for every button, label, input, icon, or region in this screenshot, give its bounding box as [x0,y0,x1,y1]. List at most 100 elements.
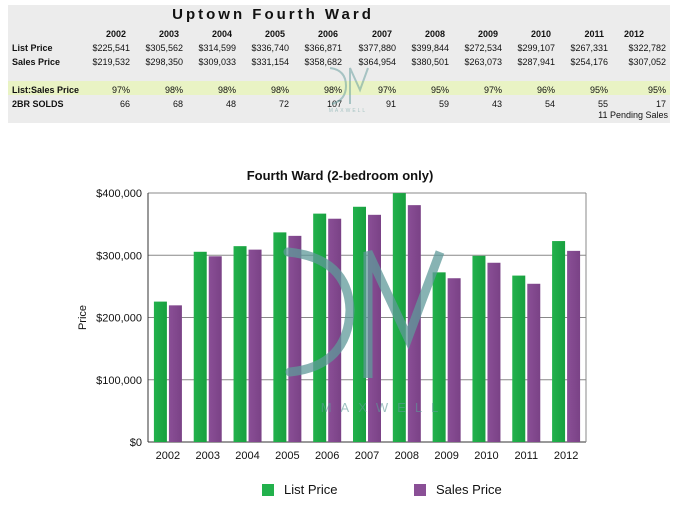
x-tick-label: 2003 [195,450,219,462]
bar-sales-price [168,305,182,442]
row-label: List:Sales Price [12,85,80,95]
table-cell: $399,844 [411,43,449,53]
table-cell: 98% [164,85,183,95]
table-cell: $298,350 [145,57,183,67]
legend-item: List Price [262,482,337,497]
bar-list-price [233,246,247,442]
table-cell: 66 [119,99,130,109]
table-cell: 97% [377,85,396,95]
table-cell: $272,534 [464,43,502,53]
row-label: 2BR SOLDS [12,99,64,109]
bar-sales-price [527,283,541,442]
pending-sales-note: 11 Pending Sales [598,110,668,120]
table-cell: 98% [270,85,289,95]
bar-sales-price [328,218,342,442]
y-tick-label: $400,000 [96,188,142,200]
table-cell: 95% [647,85,666,95]
table-cell: $366,871 [304,43,342,53]
table-cell: 68 [172,99,183,109]
year-header: 2006 [317,29,338,39]
table-cell: $358,682 [304,57,342,67]
table-cell: 17 [655,99,666,109]
table-cell: $299,107 [517,43,555,53]
year-header: 2009 [477,29,498,39]
x-tick-label: 2005 [275,450,299,462]
bar-sales-price [487,262,501,442]
table-cell: $322,782 [628,43,666,53]
table-cell: $267,331 [570,43,608,53]
table-cell: 97% [111,85,130,95]
table-cell: 48 [225,99,236,109]
table-cell: 43 [491,99,502,109]
x-tick-label: 2007 [355,450,379,462]
x-tick-label: 2006 [315,450,339,462]
table-cell: $364,954 [358,57,396,67]
table-cell: $219,532 [92,57,130,67]
table-cell: $307,052 [628,57,666,67]
x-tick-label: 2010 [474,450,498,462]
table-cell: $225,541 [92,43,130,53]
table-cell: 96% [536,85,555,95]
table-cell: $331,154 [251,57,289,67]
table-cell: 72 [278,99,289,109]
table-cell: $380,501 [411,57,449,67]
bar-list-price [432,272,446,442]
x-tick-label: 2004 [235,450,259,462]
table-cell: $377,880 [358,43,396,53]
bar-list-price [153,301,167,442]
row-label: List Price [12,43,53,53]
chart-legend: List Price Sales Price [0,482,680,502]
year-header: 2004 [211,29,232,39]
bar-list-price [512,275,526,442]
bar-sales-price [248,249,262,442]
y-tick-label: $0 [130,437,142,449]
table-cell: 59 [438,99,449,109]
year-header: 2012 [623,29,644,39]
table-cell: $305,562 [145,43,183,53]
table-cell: 95% [589,85,608,95]
x-tick-label: 2008 [395,450,419,462]
legend-item: Sales Price [414,482,502,497]
year-header: 2008 [424,29,445,39]
table-cell: 98% [217,85,236,95]
x-tick-label: 2012 [554,450,578,462]
table-cell: $314,599 [198,43,236,53]
year-header: 2007 [371,29,392,39]
bar-list-price [472,255,486,442]
bar-sales-price [208,256,222,442]
bar-sales-price [368,214,381,442]
x-tick-label: 2002 [156,450,180,462]
table-cell: $336,740 [251,43,289,53]
year-header: 2010 [530,29,551,39]
x-tick-label: 2011 [514,450,538,462]
table-cell: 95% [430,85,449,95]
row-label: Sales Price [12,57,61,67]
bar-list-price [353,206,366,442]
bar-list-price [273,232,287,442]
table-cell: $287,941 [517,57,555,67]
bar-list-price [552,241,566,442]
year-header: 2003 [158,29,179,39]
table-cell: 55 [597,99,608,109]
table-cell: $263,073 [464,57,502,67]
table-cell: $254,176 [570,57,608,67]
year-header: 2005 [264,29,285,39]
table-cell: $309,033 [198,57,236,67]
bar-sales-price [567,250,581,442]
chart-title: Fourth Ward (2-bedroom only) [246,168,434,183]
bar-list-price [193,251,207,442]
table-cell: 54 [544,99,555,109]
year-header: 2011 [584,29,604,39]
y-axis-label: Price [77,305,89,330]
y-tick-label: $300,000 [96,250,142,262]
table-title: Uptown Fourth Ward [172,6,374,23]
year-header: 2002 [105,29,126,39]
bar-sales-price [407,205,421,442]
table-cell: 97% [483,85,502,95]
y-tick-label: $100,000 [96,375,142,387]
legend-label: Sales Price [436,482,502,497]
legend-swatch [262,483,274,496]
legend-swatch [414,483,426,496]
x-tick-label: 2009 [434,450,458,462]
